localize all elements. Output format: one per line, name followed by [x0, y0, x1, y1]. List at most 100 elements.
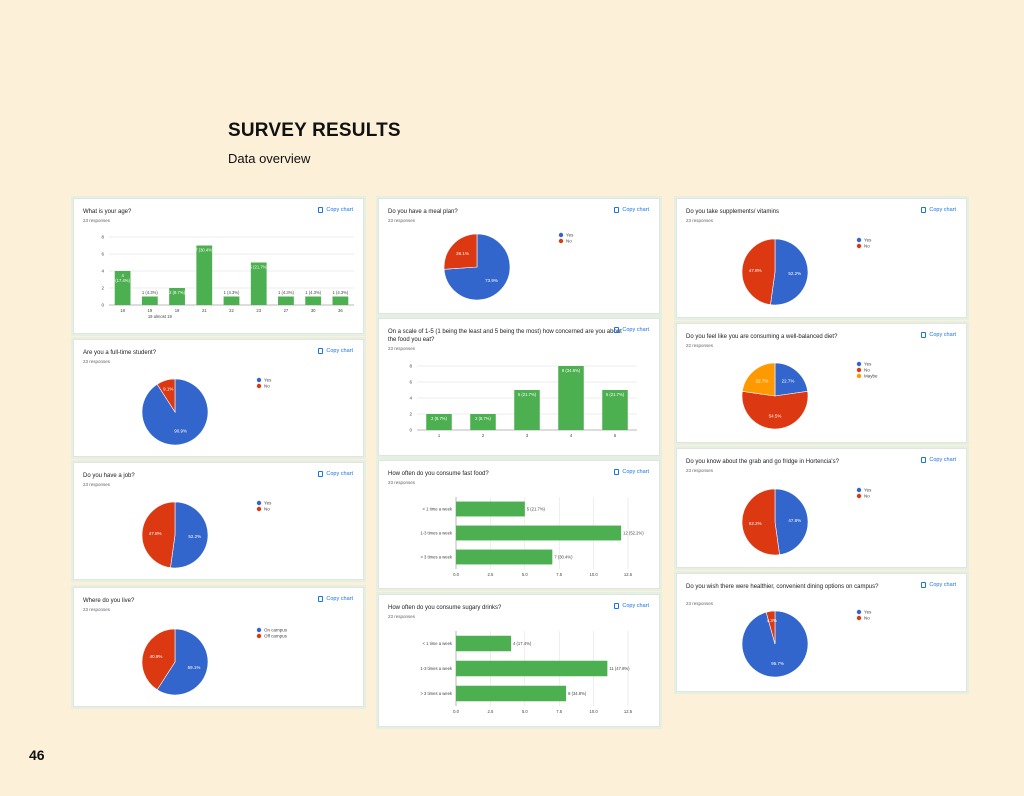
pie-slice-no[interactable] [741, 390, 809, 430]
pie-slice-yes[interactable] [770, 238, 809, 306]
legend-label: On campus [264, 628, 288, 633]
pie-slice-no[interactable] [741, 488, 780, 556]
bar[interactable] [602, 390, 628, 430]
copy-icon [318, 471, 324, 477]
y-tick-label: > 3 times a week [420, 555, 452, 560]
pie-slice-label: 52.2% [749, 521, 762, 526]
copy-chart-button[interactable]: Copy chart [614, 207, 649, 213]
bar-data-label: 1 (4.3%) [278, 290, 294, 295]
bar[interactable] [305, 296, 322, 306]
bar[interactable] [456, 501, 525, 517]
x-tick-label: 0.0 [453, 572, 459, 577]
pie-slice-label: 47.8% [788, 518, 801, 523]
copy-chart-button[interactable]: Copy chart [921, 207, 956, 213]
bar[interactable] [169, 288, 185, 305]
bar[interactable] [250, 262, 267, 306]
bar[interactable] [332, 296, 349, 306]
pie-slice-yes[interactable] [774, 488, 809, 556]
y-tick-label: > 3 times a week [420, 691, 452, 696]
bar[interactable] [141, 296, 158, 306]
copy-chart-button[interactable]: Copy chart [614, 327, 649, 333]
bar[interactable] [278, 296, 294, 306]
legend-label: No [566, 239, 572, 244]
copy-chart-button[interactable]: Copy chart [921, 332, 956, 338]
bar[interactable] [456, 525, 622, 541]
bar[interactable] [470, 414, 496, 430]
pie-slice-no[interactable] [141, 501, 176, 569]
x-tick-label: 23 [256, 308, 261, 313]
copy-chart-button[interactable]: Copy chart [318, 471, 353, 477]
copy-chart-label: Copy chart [622, 207, 649, 213]
pie-slice-no[interactable] [741, 238, 776, 306]
copy-chart-button[interactable]: Copy chart [921, 582, 956, 588]
pie-slice-label: 59.1% [188, 665, 201, 670]
bar[interactable] [514, 390, 540, 430]
bar[interactable] [114, 271, 131, 305]
copy-icon [614, 207, 620, 213]
pie-slice-no[interactable] [156, 378, 176, 414]
bar-data-label: 5 (21.7%) [518, 392, 537, 397]
y-tick-label: 4 [409, 396, 412, 401]
bar[interactable] [456, 635, 512, 652]
x-tick-label: 4 [570, 433, 573, 438]
y-tick-label: 6 [101, 252, 104, 257]
legend-label: Maybe [864, 374, 878, 379]
copy-icon [614, 469, 620, 475]
copy-chart-button[interactable]: Copy chart [921, 457, 956, 463]
response-count: 23 responses [388, 480, 416, 485]
x-tick-label: 36 [338, 308, 343, 313]
copy-chart-label: Copy chart [326, 207, 353, 213]
pie-slice-yes[interactable] [170, 501, 209, 569]
bar[interactable] [426, 414, 452, 430]
pie-slice-label: 4.3% [767, 618, 777, 623]
bar[interactable] [223, 296, 240, 306]
legend-marker [856, 493, 862, 499]
bar[interactable] [558, 366, 584, 430]
chart-card-mealplan: Do you have a meal plan? 23 responses Copy… [378, 198, 660, 314]
bar[interactable] [456, 685, 567, 702]
pie-slice-no[interactable] [443, 233, 478, 270]
x-tick-label: 1 [438, 433, 441, 438]
bar-data-label: 7 (30.4%) [195, 248, 214, 253]
question-title: Do you feel like you are consuming a wel… [686, 334, 838, 340]
pie-slice-off-campus[interactable] [141, 628, 176, 691]
chart-card-concern: On a scale of 1-5 (1 being the least and… [378, 318, 660, 456]
x-tick-label: 2 [482, 433, 485, 438]
chart-card-fridge: Do you know about the grab and go fridge… [676, 448, 967, 568]
bar[interactable] [456, 660, 608, 677]
response-count: 22 responses [686, 343, 714, 348]
copy-chart-button[interactable]: Copy chart [318, 596, 353, 602]
copy-chart-button[interactable]: Copy chart [318, 348, 353, 354]
bar[interactable] [456, 549, 553, 565]
x-tick-label: 12.5 [624, 709, 633, 714]
pie-slice-on-campus[interactable] [156, 628, 209, 696]
pie-slice-label: 90.9% [174, 428, 187, 433]
x-tick-label: 2.5 [487, 572, 493, 577]
response-count: 23 responses [388, 218, 416, 223]
legend-label: No [864, 616, 870, 621]
y-tick-label: 0 [409, 428, 412, 433]
pie-slice-maybe[interactable] [741, 362, 776, 397]
bar[interactable] [196, 245, 213, 306]
pie-slice-no[interactable] [765, 610, 776, 645]
legend-label: No [864, 494, 870, 499]
bar-data-label: 5 (21.7%) [250, 265, 269, 270]
bar-data-label: (17.4%) [115, 278, 130, 283]
bar-data-label: 7 (30.4%) [554, 555, 573, 560]
chart-card-age: What is your age? 23 responses Copy chart 0… [73, 198, 364, 334]
chart-card-supplements: Do you take supplements/ vitamins 23 resp… [676, 198, 967, 318]
copy-chart-button[interactable]: Copy chart [614, 603, 649, 609]
page-title: SURVEY RESULTS [228, 120, 401, 141]
question-title: Do you take supplements/ vitamins [686, 209, 780, 215]
copy-chart-button[interactable]: Copy chart [318, 207, 353, 213]
question-title: Where do you live? [83, 598, 135, 604]
legend-marker [256, 500, 262, 506]
copy-chart-button[interactable]: Copy chart [614, 469, 649, 475]
pie-slice-label: 40.9% [150, 654, 163, 659]
bar-data-label: 8 (34.8%) [562, 368, 581, 373]
pie-slice-yes[interactable] [774, 362, 809, 397]
y-tick-label: 1-3 times a week [420, 666, 453, 671]
pie-slice-label: 95.7% [771, 661, 784, 666]
